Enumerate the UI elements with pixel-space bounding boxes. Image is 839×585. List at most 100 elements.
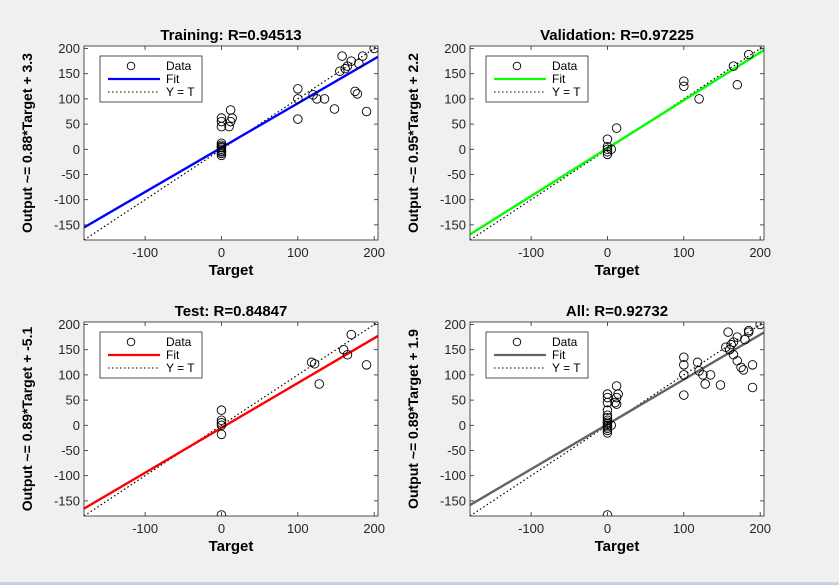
data-point <box>319 94 330 104</box>
y-tick-label: 200 <box>444 317 466 332</box>
data-point <box>216 418 227 428</box>
data-point <box>216 147 227 157</box>
data-point <box>611 399 622 409</box>
data-point <box>606 420 617 431</box>
legend-entry: Y = T <box>166 85 195 99</box>
data-point <box>312 94 322 104</box>
data-point <box>346 329 357 340</box>
data-point <box>679 352 689 363</box>
y-tick-label: 150 <box>444 342 466 357</box>
y-tick-label: -50 <box>447 443 466 458</box>
data-point <box>715 380 726 390</box>
x-tick-label: 0 <box>604 521 611 536</box>
data-point <box>611 123 622 133</box>
data-point <box>610 397 620 408</box>
data-point <box>309 359 320 369</box>
y-tick-label: -50 <box>61 443 80 458</box>
data-point <box>728 61 739 71</box>
data-point <box>361 360 372 370</box>
data-point <box>216 429 227 440</box>
y-tick-label: 150 <box>58 66 80 81</box>
y-tick-label: 0 <box>73 418 80 433</box>
y-axis-label: Output ~= 0.89*Target + -5.1 <box>19 327 35 512</box>
data-point <box>743 49 754 60</box>
data-point <box>293 114 303 124</box>
y-tick-label: 100 <box>58 91 80 106</box>
x-tick-label: 200 <box>749 521 771 536</box>
data-point <box>602 412 613 423</box>
legend-entry: Data <box>166 335 192 349</box>
data-point <box>602 405 613 415</box>
x-tick-label: 0 <box>218 521 225 536</box>
legend-entry: Data <box>166 59 192 73</box>
data-point <box>369 46 378 54</box>
data-point <box>705 370 716 380</box>
x-tick-label: 100 <box>673 521 695 536</box>
y-tick-label: 100 <box>444 91 466 106</box>
legend-entry: Y = T <box>552 85 581 99</box>
data-point <box>606 144 617 155</box>
data-point <box>698 370 708 380</box>
data-point <box>679 81 689 92</box>
plot-contents <box>470 46 764 240</box>
data-point <box>602 392 613 403</box>
x-axis-label: Target <box>595 262 640 279</box>
chart-panel: -100 0 100 200 -150 -100 -50 0 50 100 150 200 All: R… <box>405 303 771 555</box>
identity-line <box>84 322 378 516</box>
y-axis-label: Output ~= 0.88*Target + 3.3 <box>19 53 35 233</box>
data-point <box>216 142 227 152</box>
data-point <box>747 360 758 370</box>
fit-line <box>84 334 378 510</box>
data-point <box>602 134 613 144</box>
data-point <box>602 389 613 399</box>
axes-frame <box>83 45 379 241</box>
y-axis-label: Output ~= 0.89*Target + 1.9 <box>405 329 421 509</box>
x-tick-label: -100 <box>132 521 158 536</box>
x-tick-label: -100 <box>518 245 544 260</box>
data-point <box>293 94 303 104</box>
y-tick-label: 200 <box>58 317 80 332</box>
y-tick-label: 0 <box>459 142 466 157</box>
plot-contents <box>470 322 764 516</box>
legend-data-marker <box>512 337 522 347</box>
chart-title: Validation: R=0.97225 <box>540 27 694 44</box>
legend-entry: Y = T <box>552 361 581 375</box>
data-point <box>350 86 360 97</box>
data-point <box>700 379 710 389</box>
data-point <box>314 379 324 389</box>
data-point <box>342 350 353 360</box>
data-point <box>602 428 613 438</box>
legend-entry: Fit <box>166 348 180 362</box>
legend-entry: Fit <box>552 348 566 362</box>
axes-frame <box>469 45 765 241</box>
x-tick-label: -100 <box>132 245 158 260</box>
data-point <box>679 360 689 370</box>
data-point <box>611 381 622 391</box>
data-point <box>216 116 227 127</box>
data-point <box>216 113 227 123</box>
data-point <box>352 89 363 99</box>
plot-contents <box>84 46 378 240</box>
data-point <box>740 334 750 345</box>
y-tick-label: 50 <box>66 393 80 408</box>
data-point <box>225 105 236 115</box>
axes-frame <box>469 321 765 517</box>
data-point <box>726 339 736 350</box>
axes-frame <box>83 321 379 517</box>
data-point <box>679 370 689 380</box>
data-point <box>337 51 347 61</box>
y-tick-label: 50 <box>452 117 466 132</box>
y-tick-label: -150 <box>440 217 466 232</box>
y-tick-label: 50 <box>452 393 466 408</box>
chart-title: Training: R=0.94513 <box>160 27 301 44</box>
data-point <box>679 76 689 87</box>
y-tick-label: -50 <box>447 167 466 182</box>
data-point <box>335 66 345 76</box>
legend-data-marker <box>512 61 522 71</box>
data-point <box>216 510 227 516</box>
data-point <box>694 94 704 104</box>
data-point <box>216 405 227 415</box>
